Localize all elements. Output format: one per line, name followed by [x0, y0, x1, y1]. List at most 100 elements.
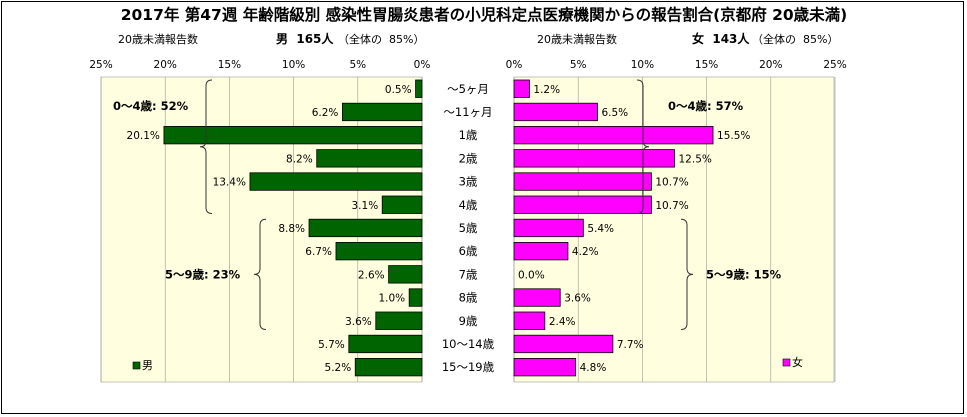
- category-label: 1歳: [459, 128, 478, 142]
- left-group-label: 0～4歳: 52%: [113, 99, 189, 113]
- male-bar-value-label: 0.5%: [385, 84, 412, 96]
- left-subtitle-main: 男 165人: [276, 31, 334, 46]
- right-tick-label: 10%: [631, 59, 654, 71]
- category-label: 2歳: [459, 151, 478, 165]
- right-group-bracket: [680, 218, 694, 330]
- female-bar-value-label: 4.8%: [580, 362, 607, 374]
- category-label: 9歳: [459, 314, 478, 328]
- right-tick-label: 5%: [570, 59, 587, 71]
- female-bar: [513, 79, 530, 98]
- male-bar-value-label: 20.1%: [127, 130, 160, 142]
- right-group-label: 0～4歳: 57%: [668, 99, 744, 113]
- right-subtitle-prefix: 20歳未満報告数: [537, 33, 617, 46]
- male-bar-value-label: 8.2%: [286, 153, 313, 165]
- male-bar-value-label: 3.6%: [345, 316, 372, 328]
- male-bar: [249, 172, 423, 191]
- category-label: 4歳: [459, 198, 478, 212]
- female-bar: [513, 126, 714, 145]
- left-tick-label: 10%: [282, 59, 305, 71]
- female-bar-value-label: 0.0%: [518, 269, 545, 281]
- female-bar: [513, 172, 652, 191]
- female-bar-value-label: 12.5%: [679, 153, 712, 165]
- left-subtitle-suffix: （全体の 85%）: [338, 32, 424, 46]
- male-bar: [163, 126, 423, 145]
- female-bar-value-label: 5.4%: [587, 223, 614, 235]
- female-series: 1.2% 6.5% 15.5% 12.5% 10.7% 10.7% 5.4% 4.2% 0.0%…: [513, 79, 750, 377]
- male-legend-swatch: [132, 361, 141, 370]
- male-bar-value-label: 8.8%: [278, 223, 305, 235]
- left-tick-label: 25%: [89, 59, 112, 71]
- category-label: 15～19歳: [442, 360, 495, 374]
- category-label: 7歳: [459, 267, 478, 281]
- female-bar-value-label: 4.2%: [572, 246, 599, 258]
- female-legend-label: 女: [792, 355, 803, 369]
- male-bar: [381, 195, 423, 214]
- category-label: 3歳: [459, 175, 478, 189]
- female-bar: [513, 195, 652, 214]
- male-bar-value-label: 6.7%: [305, 246, 332, 258]
- right-tick-label: 0%: [506, 59, 523, 71]
- category-label: ～11ヶ月: [443, 105, 492, 119]
- left-group-bracket: [199, 79, 213, 214]
- right-group-label: 5～9歳: 15%: [706, 267, 782, 281]
- category-label: 5歳: [459, 221, 478, 235]
- male-bar-value-label: 5.2%: [325, 362, 352, 374]
- right-group-brackets: 0～4歳: 57% 5～9歳: 15%: [636, 79, 782, 330]
- right-tick-label: 20%: [759, 59, 782, 71]
- female-bar: [513, 357, 577, 377]
- left-tick-label: 5%: [349, 59, 366, 71]
- male-bar: [341, 102, 423, 122]
- left-axis-ticks: 25% 20% 15% 10% 5% 0%: [89, 59, 430, 71]
- female-bar-value-label: 15.5%: [717, 130, 750, 142]
- left-tick-label: 15%: [218, 59, 241, 71]
- male-legend-label: 男: [142, 359, 153, 372]
- male-series: 0.5% 6.2% 20.1% 8.2% 13.4% 3.1% 8.8%6.7% 2.6% 1.…: [127, 79, 423, 377]
- female-bar-value-label: 7.7%: [617, 339, 644, 351]
- female-bar: [513, 102, 598, 122]
- female-bar: [513, 334, 614, 354]
- male-bar-value-label: 6.2%: [312, 107, 339, 119]
- right-tick-label: 25%: [823, 59, 846, 71]
- chart-title: 2017年 第47週 年齢階級別 感染性胃腸炎患者の小児科定点医療機関からの報告…: [121, 5, 848, 24]
- category-label: 6歳: [459, 244, 478, 258]
- male-bar: [408, 288, 423, 307]
- male-bar-value-label: 13.4%: [213, 177, 246, 189]
- female-bar: [513, 241, 569, 261]
- left-tick-label: 0%: [414, 59, 431, 71]
- male-bar: [415, 79, 423, 98]
- male-bar: [388, 265, 423, 284]
- category-label: 8歳: [459, 291, 478, 305]
- male-bar: [335, 241, 423, 261]
- female-bar-value-label: 2.4%: [549, 316, 576, 328]
- male-bar: [308, 218, 423, 238]
- female-bar-value-label: 6.5%: [601, 107, 628, 119]
- right-subtitle-main: 女 143人: [692, 31, 750, 46]
- female-bar: [513, 149, 675, 168]
- male-bar-value-label: 3.1%: [352, 200, 379, 212]
- male-bar-value-label: 5.7%: [318, 339, 345, 351]
- male-bar: [348, 334, 423, 354]
- right-axis-ticks: 0% 5% 10% 15% 20% 25%: [506, 59, 847, 71]
- left-group-bracket: [253, 218, 267, 330]
- left-tick-label: 20%: [154, 59, 177, 71]
- female-bar: [513, 311, 546, 330]
- category-label: ～5ヶ月: [447, 82, 489, 96]
- female-legend-swatch: [782, 358, 791, 367]
- female-bar-value-label: 10.7%: [655, 200, 688, 212]
- female-bar: [513, 218, 584, 238]
- right-group-bracket: [636, 79, 650, 214]
- male-bar: [375, 311, 423, 330]
- female-bar-value-label: 1.2%: [533, 84, 560, 96]
- male-bar: [354, 357, 423, 377]
- female-bar-value-label: 10.7%: [655, 177, 688, 189]
- male-bar-value-label: 2.6%: [358, 269, 385, 281]
- right-tick-label: 15%: [695, 59, 718, 71]
- right-subtitle-suffix: （全体の 85%）: [752, 32, 838, 46]
- category-label: 10～14歳: [442, 337, 495, 351]
- left-group-brackets: 0～4歳: 52% 5～9歳: 23%: [113, 79, 267, 330]
- left-group-label: 5～9歳: 23%: [165, 267, 241, 281]
- male-bar: [316, 149, 423, 168]
- female-bar: [513, 288, 561, 307]
- category-labels: ～5ヶ月 ～11ヶ月 1歳 2歳 3歳 4歳 5歳 6歳 7歳 8歳 9歳 10～14歳 15～19歳: [442, 82, 495, 374]
